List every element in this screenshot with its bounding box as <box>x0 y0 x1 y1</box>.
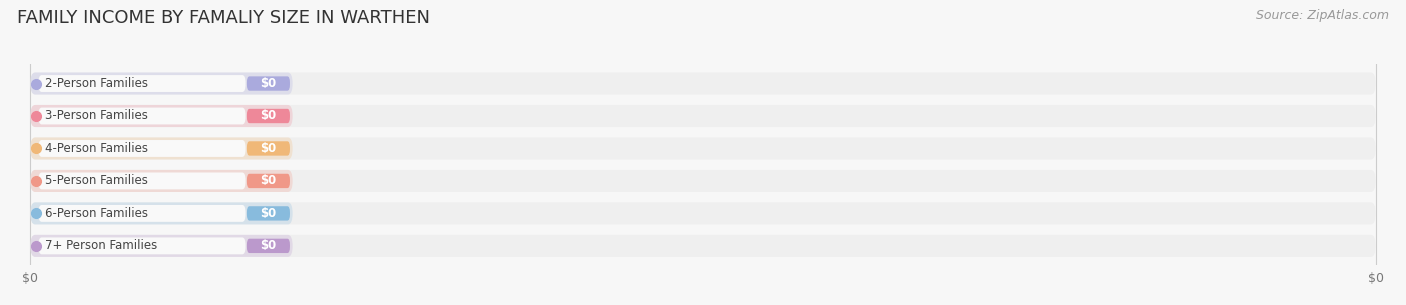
FancyBboxPatch shape <box>247 76 290 91</box>
Text: $0: $0 <box>260 77 277 90</box>
Text: 3-Person Families: 3-Person Families <box>45 109 148 123</box>
FancyBboxPatch shape <box>31 170 292 192</box>
Text: 6-Person Families: 6-Person Families <box>45 207 148 220</box>
FancyBboxPatch shape <box>31 202 292 224</box>
Text: $0: $0 <box>260 142 277 155</box>
FancyBboxPatch shape <box>31 202 1375 224</box>
Text: $0: $0 <box>260 239 277 252</box>
FancyBboxPatch shape <box>31 105 1375 127</box>
Text: $0: $0 <box>260 207 277 220</box>
FancyBboxPatch shape <box>38 237 246 254</box>
FancyBboxPatch shape <box>31 235 292 257</box>
FancyBboxPatch shape <box>31 73 1375 95</box>
FancyBboxPatch shape <box>38 205 246 222</box>
Text: 4-Person Families: 4-Person Families <box>45 142 148 155</box>
Text: $0: $0 <box>260 174 277 188</box>
FancyBboxPatch shape <box>247 141 290 156</box>
Text: FAMILY INCOME BY FAMALIY SIZE IN WARTHEN: FAMILY INCOME BY FAMALIY SIZE IN WARTHEN <box>17 9 430 27</box>
FancyBboxPatch shape <box>247 109 290 123</box>
Text: 7+ Person Families: 7+ Person Families <box>45 239 157 252</box>
FancyBboxPatch shape <box>38 75 246 92</box>
FancyBboxPatch shape <box>31 138 292 160</box>
Text: $0: $0 <box>260 109 277 123</box>
FancyBboxPatch shape <box>31 138 1375 160</box>
FancyBboxPatch shape <box>38 108 246 124</box>
FancyBboxPatch shape <box>31 170 1375 192</box>
Text: 2-Person Families: 2-Person Families <box>45 77 148 90</box>
Text: 5-Person Families: 5-Person Families <box>45 174 148 188</box>
FancyBboxPatch shape <box>38 140 246 157</box>
FancyBboxPatch shape <box>38 173 246 189</box>
FancyBboxPatch shape <box>31 235 1375 257</box>
FancyBboxPatch shape <box>247 174 290 188</box>
FancyBboxPatch shape <box>31 105 292 127</box>
FancyBboxPatch shape <box>31 73 292 95</box>
FancyBboxPatch shape <box>247 206 290 221</box>
Text: Source: ZipAtlas.com: Source: ZipAtlas.com <box>1256 9 1389 22</box>
FancyBboxPatch shape <box>247 239 290 253</box>
